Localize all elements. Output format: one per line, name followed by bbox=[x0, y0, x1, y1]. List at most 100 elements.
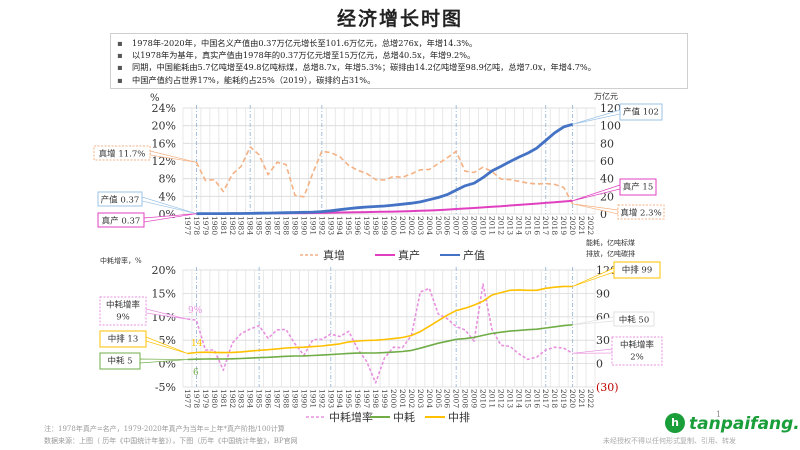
x-tick-label: 1996 bbox=[353, 389, 362, 408]
x-tick-label: 1993 bbox=[326, 216, 335, 235]
x-tick-label: 1980 bbox=[210, 216, 219, 235]
logo-icon: h bbox=[665, 413, 685, 433]
x-tick-label: 2017 bbox=[541, 216, 550, 235]
callout-box bbox=[99, 330, 147, 348]
y-tick-left: -5% bbox=[155, 381, 176, 394]
y-tick-left: 20% bbox=[152, 120, 176, 133]
bullet-icon: ▪ bbox=[117, 38, 123, 48]
x-tick-label: 1992 bbox=[317, 216, 326, 235]
x-tick-label: 2013 bbox=[505, 216, 514, 235]
callout-label: 2% bbox=[630, 353, 644, 363]
series-line-0 bbox=[195, 146, 574, 205]
y-axis-title-right: 万亿元 bbox=[594, 91, 618, 101]
note-text: 以1978年为基年，真实产值由1978年的0.37万亿元增至15万亿元，总增40… bbox=[132, 50, 476, 61]
x-tick-label: 2016 bbox=[532, 216, 541, 235]
y-tick-right: 0 bbox=[596, 358, 603, 371]
callout-box bbox=[611, 336, 663, 366]
x-tick-label: 2009 bbox=[470, 216, 479, 235]
x-tick-label: 1998 bbox=[371, 216, 380, 235]
x-tick-label: 1988 bbox=[282, 389, 291, 408]
callout-box bbox=[99, 352, 141, 370]
data-label: 9% bbox=[188, 306, 203, 316]
note-line: ▪ 以1978年为基年，真实产值由1978年的0.37万亿元增至15万亿元，总增4… bbox=[117, 49, 681, 61]
x-tick-label: 2018 bbox=[550, 389, 559, 408]
x-tick-label: 1977 bbox=[183, 389, 192, 408]
callout-label: 产值 0.37 bbox=[101, 195, 140, 206]
x-tick-label: 2006 bbox=[443, 389, 452, 408]
callout-label: 中耗 50 bbox=[619, 315, 650, 326]
logo-text: tanpaifang.com bbox=[689, 414, 800, 434]
x-tick-label: 1999 bbox=[380, 216, 389, 235]
x-tick-label: 2006 bbox=[443, 216, 452, 235]
y-tick-left: 8% bbox=[159, 173, 176, 186]
series-line-0 bbox=[187, 283, 573, 384]
legend-label: 产值 bbox=[463, 248, 485, 262]
callout-box bbox=[93, 145, 151, 161]
callout-label: 中耗 5 bbox=[107, 356, 132, 367]
x-tick-label: 2005 bbox=[434, 216, 443, 235]
x-tick-label: 2014 bbox=[514, 389, 523, 408]
x-tick-label: 2002 bbox=[407, 389, 416, 408]
x-tick-label: 2020 bbox=[568, 216, 577, 235]
x-tick-label: 1981 bbox=[219, 389, 228, 408]
note-line: ▪ 中国产值约占世界17%，能耗约占25%（2019），碳排约占31%。 bbox=[117, 74, 681, 86]
x-tick-label: 2020 bbox=[568, 389, 577, 408]
x-tick-label: 2015 bbox=[523, 389, 532, 408]
x-tick-label: 1983 bbox=[237, 389, 246, 408]
x-tick-label: 2012 bbox=[496, 389, 505, 408]
callout-label: 中排 99 bbox=[622, 265, 653, 276]
summary-notes: ▪ 1978年-2020年，中国名义产值由0.37万亿元增长至101.6万亿元，总… bbox=[110, 33, 688, 89]
callout-label: 真增 2.3% bbox=[620, 208, 661, 219]
x-tick-label: 2009 bbox=[470, 389, 479, 408]
x-tick-label: 1978 bbox=[192, 216, 201, 235]
x-tick-label: 1977 bbox=[183, 216, 192, 235]
callout-box bbox=[619, 178, 657, 196]
x-tick-label: 1991 bbox=[308, 389, 317, 408]
x-tick-label: 1990 bbox=[299, 389, 308, 408]
x-tick-label: 1995 bbox=[344, 216, 353, 235]
y-tick-right: 0 bbox=[600, 208, 607, 221]
bullet-icon: ▪ bbox=[117, 50, 123, 61]
y-tick-right: 60 bbox=[600, 155, 614, 168]
x-tick-label: 2008 bbox=[461, 216, 470, 235]
y-axis-title-left: 中耗增率，% bbox=[100, 256, 142, 265]
y-tick-right: (30) bbox=[596, 381, 619, 394]
callout-box bbox=[619, 103, 663, 121]
footnote-source: 数据来源：上图（ 历年《中国统计年鉴》），下图（历年《中国统计年鉴》，BP官网 bbox=[44, 437, 298, 445]
callout-label: 中耗增率 bbox=[620, 340, 655, 351]
y-tick-right: 20 bbox=[600, 190, 614, 203]
x-tick-label: 2015 bbox=[523, 216, 532, 235]
y-tick-right: 100 bbox=[600, 120, 621, 133]
y-tick-right: 30 bbox=[596, 334, 610, 347]
x-tick-label: 2022 bbox=[586, 389, 595, 408]
callout-box bbox=[613, 261, 661, 279]
x-tick-label: 1979 bbox=[201, 389, 210, 408]
callout-box bbox=[97, 212, 145, 228]
x-tick-label: 2012 bbox=[496, 216, 505, 235]
legend-label: 真产 bbox=[398, 248, 420, 262]
x-tick-label: 2007 bbox=[452, 389, 461, 408]
x-tick-label: 1987 bbox=[273, 389, 282, 408]
y-tick-left: 15% bbox=[152, 287, 176, 300]
callout-label: 产值 102 bbox=[623, 107, 659, 118]
callout-box bbox=[613, 311, 655, 327]
data-label: 14 bbox=[191, 339, 203, 349]
x-tick-label: 1984 bbox=[246, 389, 255, 408]
x-tick-label: 1997 bbox=[362, 389, 371, 408]
x-tick-label: 1992 bbox=[317, 389, 326, 408]
x-tick-label: 1991 bbox=[308, 216, 317, 235]
x-tick-label: 2017 bbox=[541, 389, 550, 408]
x-tick-label: 2021 bbox=[577, 389, 586, 408]
x-tick-label: 2005 bbox=[434, 389, 443, 408]
footnote-note: 注：1978年真产=名产，1979-2020年真产为当年=上年*真产阶指/100… bbox=[44, 425, 285, 433]
x-tick-label: 2011 bbox=[488, 389, 497, 408]
y-tick-left: 4% bbox=[159, 190, 176, 203]
note-line: ▪ 1978年-2020年，中国名义产值由0.37万亿元增长至101.6万亿元，总… bbox=[117, 37, 681, 49]
x-tick-label: 2016 bbox=[532, 389, 541, 408]
x-tick-label: 2001 bbox=[398, 216, 407, 235]
x-tick-label: 1989 bbox=[290, 389, 299, 408]
series-line-2 bbox=[196, 122, 573, 216]
legend-label: 中排 bbox=[448, 410, 470, 424]
x-tick-label: 1997 bbox=[362, 216, 371, 235]
x-tick-label: 2019 bbox=[559, 216, 568, 235]
